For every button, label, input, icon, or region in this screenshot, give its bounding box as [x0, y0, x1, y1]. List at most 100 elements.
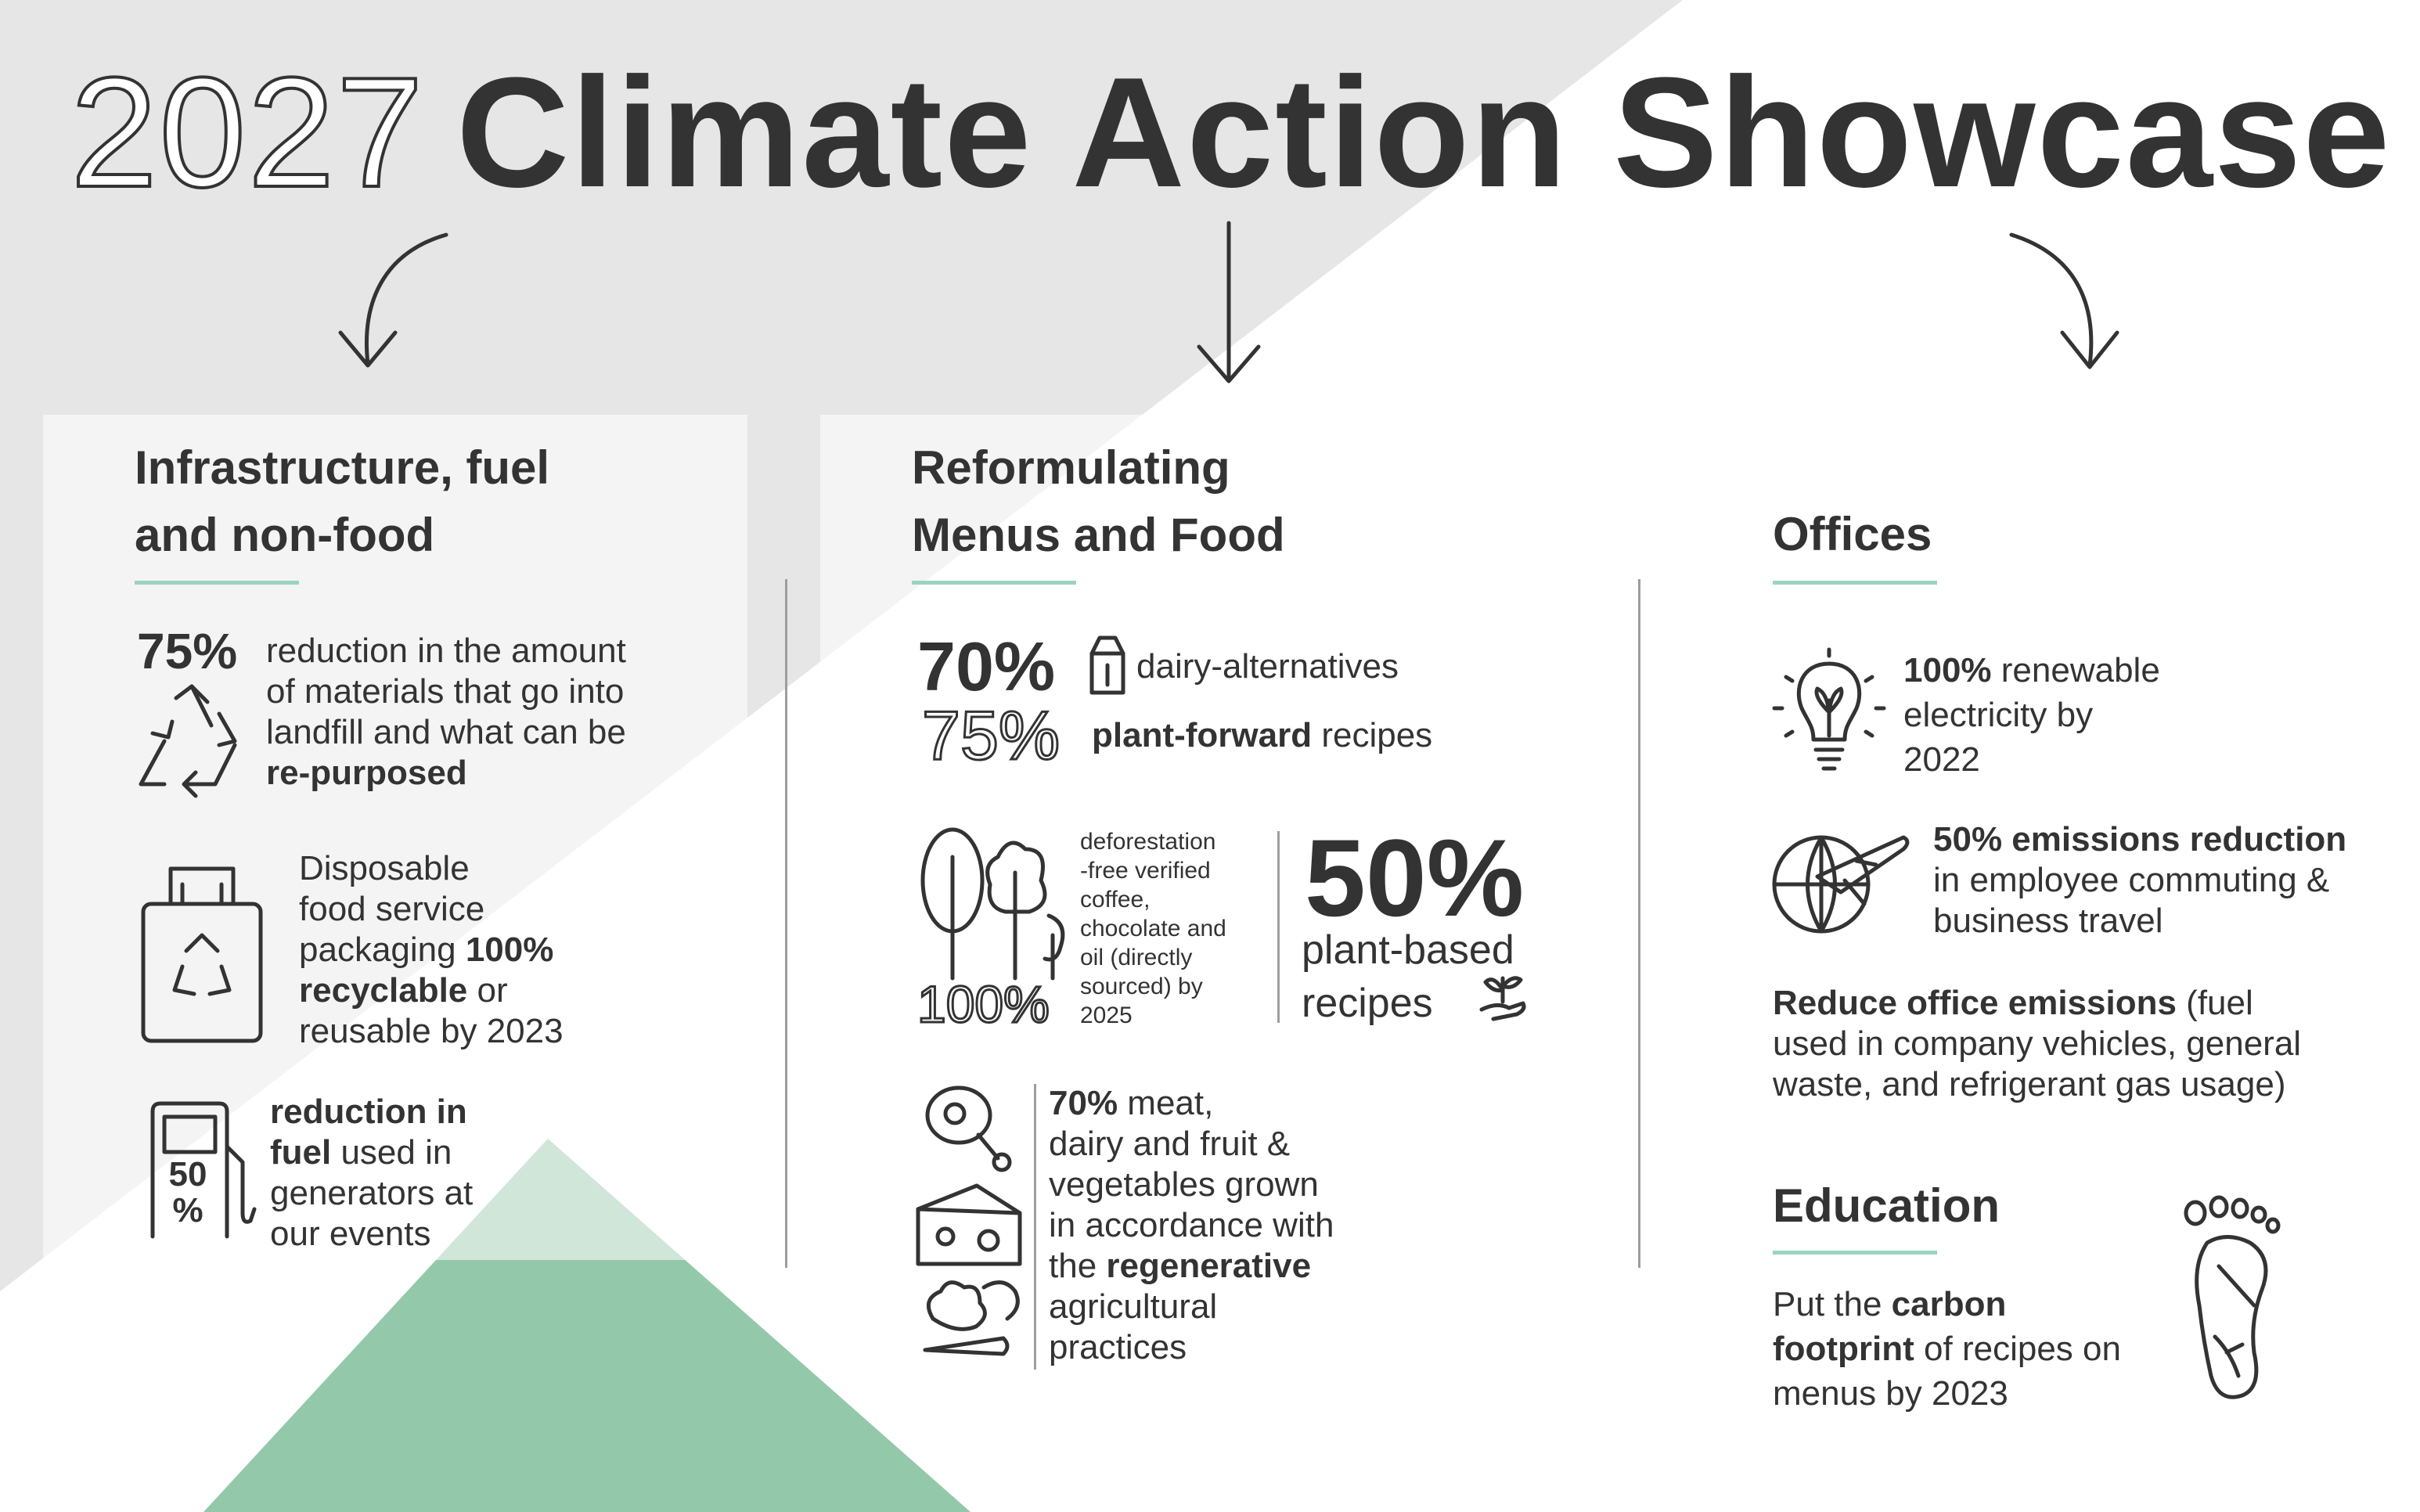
item3-line1: reduction in [270, 1093, 467, 1131]
divider-left [785, 579, 787, 1268]
item3-line2-bold: fuel [270, 1133, 332, 1172]
item3-line2-post: used in [331, 1133, 452, 1172]
deforest-text: deforestation -free verified coffee, cho… [1080, 827, 1226, 1030]
infrastructure-panel [43, 415, 747, 1260]
item2-line3-pre: packaging [299, 931, 466, 969]
regen-line5-pre: the [1049, 1247, 1107, 1285]
arrow-down-icon [1197, 221, 1261, 383]
deforest-line4: chocolate and [1080, 916, 1226, 941]
offices-item1: 100% renewable electricity by 2022 [1903, 648, 2160, 782]
offices-item2-bold: 50% emissions reduction [1933, 820, 2347, 859]
page-title: 2027 Climate Action Showcase [69, 43, 2392, 223]
stat1-percent: 70% [917, 628, 1056, 705]
offices-panel [1676, 415, 2381, 1147]
milk-carton-icon [1089, 635, 1125, 695]
stat2-bold: plant-forward [1092, 716, 1313, 754]
title-main: Climate Action Showcase [456, 45, 2392, 220]
offices-item1-bold: 100% [1903, 651, 1992, 689]
regen-line6: agricultural [1049, 1287, 1218, 1326]
offices-item3-line3: waste, and refrigerant gas usage) [1773, 1065, 2286, 1103]
infrastructure-underline [135, 581, 299, 585]
sprout-hand-icon [1479, 976, 1526, 1021]
offices-item3-bold: Reduce office emissions [1773, 984, 2177, 1022]
education-title: Education [1773, 1179, 2000, 1232]
offices-item1-line1: 100% renewable [1903, 648, 2160, 693]
item3-line3: generators at [270, 1174, 474, 1212]
education-line2: footprint of recipes on [1773, 1327, 2121, 1371]
menus-title-line2: Menus and Food [912, 509, 1285, 561]
pump-percent: 50 % [160, 1157, 215, 1229]
vegetables-icon [923, 1280, 1020, 1356]
pump-percent-sign: % [172, 1191, 203, 1229]
recycle-bag-icon [141, 866, 263, 1043]
offices-item3-line1: Reduce office emissions (fuel [1773, 983, 2301, 1024]
deforest-percent: 100% [917, 975, 1051, 1033]
item2-line2: food service [299, 890, 485, 928]
education-text: Put the carbon footprint of recipes on m… [1773, 1282, 2121, 1416]
offices-item2: 50% emissions reduction in employee comm… [1933, 819, 2346, 941]
divider-regen [1034, 1084, 1036, 1370]
offices-item1-post: renewable [1991, 651, 2160, 689]
stat2-post: recipes [1312, 716, 1433, 754]
offices-item3-post: (fuel [2176, 984, 2253, 1022]
fuel-pump-icon [150, 1101, 257, 1239]
education-line2-post: of recipes on [1914, 1330, 2121, 1368]
footprint-icon [2184, 1195, 2281, 1399]
deforest-line3: coffee, [1080, 887, 1151, 913]
education-line1-pre: Put the [1773, 1285, 1892, 1323]
regen-line4: in accordance with [1049, 1206, 1334, 1244]
education-line1-bold: carbon [1891, 1285, 2007, 1323]
deforest-line5: oil (directly [1080, 945, 1193, 970]
offices-underline [1773, 581, 1937, 585]
infrastructure-title-line1: Infrastructure, fuel [135, 441, 550, 494]
offices-title: Offices [1773, 508, 1932, 560]
regen-line1: 70% meat, [1049, 1083, 1334, 1124]
education-line3: menus by 2023 [1773, 1374, 2008, 1413]
stat1-label: dairy-alternatives [1136, 647, 1399, 686]
offices-item1-line2: electricity by [1903, 696, 2094, 734]
deforest-line1: deforestation [1080, 829, 1216, 855]
stat2-percent: 75% [920, 697, 1061, 774]
infrastructure-title-line2: and non-food [135, 509, 435, 561]
regen-line1-bold: 70% [1049, 1084, 1118, 1122]
offices-item3: Reduce office emissions (fuel used in co… [1773, 983, 2301, 1105]
recycle-icon [139, 684, 237, 798]
regen-line2: dairy and fruit & [1049, 1125, 1291, 1163]
regen-line5: the regenerative [1049, 1246, 1334, 1287]
offices-item2-line2: in employee commuting & [1933, 861, 2330, 899]
item2-line4-post: or [467, 971, 508, 1010]
item1-line1: reduction in the amount [266, 632, 626, 670]
item2-line1: Disposable [299, 849, 470, 887]
plant-line2: recipes [1302, 981, 1433, 1026]
item1-percent: 75% [137, 623, 238, 679]
regen-text: 70% meat, dairy and fruit & vegetables g… [1049, 1083, 1334, 1368]
item2-line4-bold: recyclable [299, 971, 468, 1010]
education-underline [1773, 1251, 1937, 1255]
offices-item3-line2: used in company vehicles, general [1773, 1024, 2302, 1063]
deforest-line7: 2025 [1080, 1003, 1133, 1028]
education-panel [1676, 1158, 2381, 1424]
item1-line2: of materials that go into [266, 672, 625, 711]
arrow-down-icon [338, 232, 448, 368]
item1-bold: re-purposed [266, 754, 467, 792]
divider-right [1638, 579, 1640, 1268]
plant-percent: 50% [1305, 816, 1525, 939]
deforest-line6: sourced) by [1080, 974, 1203, 999]
trees-icon [920, 827, 1065, 981]
item3-line2: fuel used in [270, 1132, 473, 1173]
regen-line3: vegetables grown [1049, 1165, 1319, 1204]
item2-line3-bold: 100% [465, 931, 554, 969]
item2-line5: reusable by 2023 [299, 1012, 564, 1050]
item2-line4: recyclable or [299, 970, 564, 1011]
lightbulb-leaf-icon [1772, 647, 1886, 771]
stat2-text: plant-forward recipes [1092, 715, 1432, 756]
title-year: 2027 [69, 44, 425, 221]
offices-item1-line3: 2022 [1903, 740, 1980, 779]
globe-plane-icon [1772, 835, 1910, 934]
menus-title: Reformulating Menus and Food [912, 434, 1285, 569]
menus-title-line1: Reformulating [912, 441, 1230, 494]
menus-underline [912, 581, 1076, 585]
deforest-line2: -free verified [1080, 858, 1211, 884]
divider-plant [1277, 831, 1280, 1023]
regen-line1-post: meat, [1118, 1084, 1214, 1122]
